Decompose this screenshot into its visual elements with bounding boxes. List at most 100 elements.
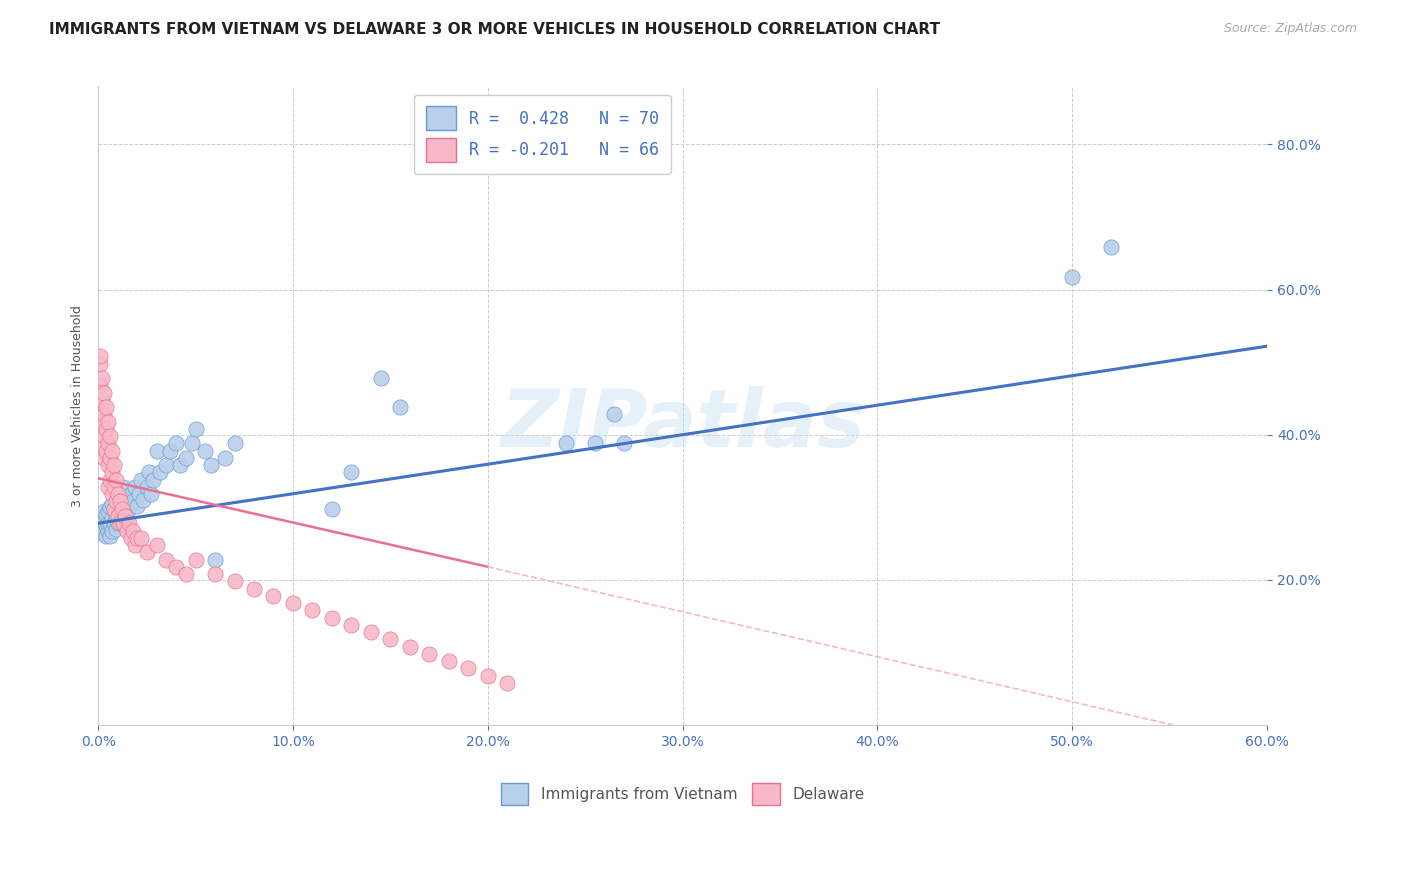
Point <box>194 443 217 458</box>
Point <box>108 494 131 508</box>
Point <box>98 529 121 543</box>
Point <box>103 501 125 516</box>
Point <box>204 552 226 566</box>
Point <box>554 436 576 450</box>
Point <box>174 567 197 582</box>
Point <box>155 458 177 473</box>
Point <box>120 487 142 501</box>
Point <box>142 473 165 487</box>
Point <box>129 473 152 487</box>
Point <box>89 378 111 392</box>
Point <box>399 640 422 654</box>
Point <box>135 480 157 494</box>
Point <box>100 443 122 458</box>
Point <box>122 524 145 538</box>
Point <box>108 487 131 501</box>
Point <box>107 487 129 501</box>
Point <box>91 511 114 525</box>
Point <box>122 494 145 508</box>
Point <box>89 357 111 371</box>
Point <box>496 676 519 690</box>
Point <box>91 525 114 540</box>
Point <box>97 516 120 531</box>
Point <box>340 466 363 480</box>
Point <box>418 647 440 661</box>
Point <box>103 480 125 494</box>
Point <box>263 589 285 603</box>
Point <box>124 480 146 494</box>
Point <box>104 494 127 508</box>
Point <box>583 436 606 450</box>
Point <box>112 501 135 516</box>
Point <box>149 466 172 480</box>
Point <box>94 529 117 543</box>
Point <box>165 436 187 450</box>
Point <box>91 436 114 450</box>
Point <box>114 508 136 522</box>
Point <box>114 508 136 523</box>
Text: IMMIGRANTS FROM VIETNAM VS DELAWARE 3 OR MORE VEHICLES IN HOUSEHOLD CORRELATION : IMMIGRANTS FROM VIETNAM VS DELAWARE 3 OR… <box>49 22 941 37</box>
Point <box>159 443 181 458</box>
Point <box>174 450 197 465</box>
Point <box>340 618 363 632</box>
Point <box>380 632 402 647</box>
Point <box>107 516 129 531</box>
Point <box>100 524 122 538</box>
Point <box>94 518 117 533</box>
Point <box>94 422 117 436</box>
Point <box>281 596 304 610</box>
Point <box>389 400 412 414</box>
Point <box>321 501 343 516</box>
Point <box>97 504 120 518</box>
Point <box>127 499 149 513</box>
Point <box>110 501 132 516</box>
Point <box>180 436 202 450</box>
Point <box>613 436 636 450</box>
Point <box>89 508 111 522</box>
Point <box>184 552 207 566</box>
Point <box>89 518 111 533</box>
Point <box>94 443 117 458</box>
Y-axis label: 3 or more Vehicles in Household: 3 or more Vehicles in Household <box>72 305 84 507</box>
Point <box>89 400 111 414</box>
Point <box>118 516 141 531</box>
Point <box>301 603 323 617</box>
Point <box>98 429 121 443</box>
Point <box>89 349 111 363</box>
Text: Source: ZipAtlas.com: Source: ZipAtlas.com <box>1223 22 1357 36</box>
Point <box>1099 240 1122 254</box>
Point <box>103 458 125 473</box>
Legend: Immigrants from Vietnam, Delaware: Immigrants from Vietnam, Delaware <box>495 777 870 811</box>
Point <box>93 429 115 443</box>
Point <box>108 511 131 525</box>
Point <box>98 473 121 487</box>
Point <box>243 582 266 596</box>
Point <box>97 415 120 429</box>
Point <box>477 668 499 682</box>
Point <box>91 392 114 407</box>
Point <box>135 545 157 559</box>
Point <box>94 400 117 414</box>
Point <box>129 531 152 545</box>
Point <box>91 371 114 385</box>
Point <box>112 480 135 494</box>
Point <box>145 443 167 458</box>
Point <box>214 450 236 465</box>
Point <box>98 516 121 531</box>
Point <box>124 538 146 552</box>
Point <box>112 516 135 531</box>
Point <box>224 574 246 589</box>
Point <box>100 466 122 480</box>
Point <box>128 487 150 501</box>
Point <box>107 501 129 516</box>
Point <box>1062 269 1084 284</box>
Point <box>321 610 343 624</box>
Point <box>437 654 460 668</box>
Point <box>200 458 222 473</box>
Point <box>97 480 120 494</box>
Point <box>107 508 129 523</box>
Point <box>370 371 392 385</box>
Point <box>97 458 120 473</box>
Point <box>93 385 115 400</box>
Point <box>98 500 121 515</box>
